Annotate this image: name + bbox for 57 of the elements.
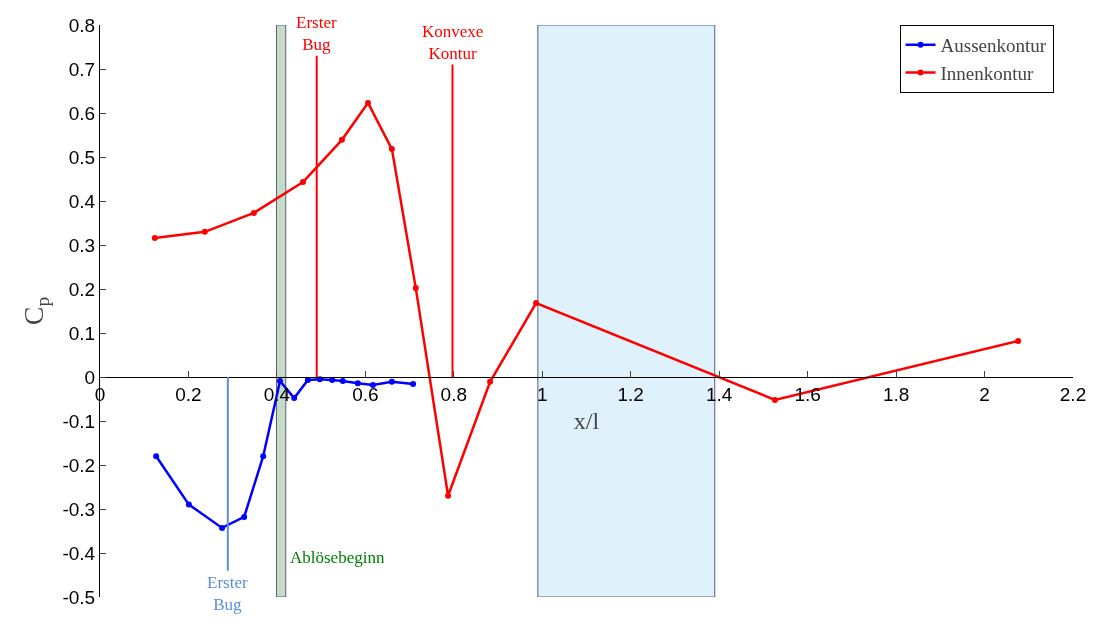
point <box>388 146 395 153</box>
y-tick-label: 0.7 <box>68 58 96 80</box>
point <box>250 209 257 216</box>
point <box>329 377 336 384</box>
x-tick-label: 2.2 <box>1059 383 1087 405</box>
x-tick-label: 0.8 <box>440 383 468 405</box>
point <box>410 381 417 388</box>
y-tick-label: 0.5 <box>68 146 96 168</box>
y-tick-label: 0 <box>84 366 96 388</box>
point <box>354 380 361 387</box>
point <box>219 524 226 531</box>
point <box>412 285 419 292</box>
y-tick-label: -0.2 <box>62 454 96 476</box>
y-tick-label: 0.2 <box>68 278 96 300</box>
point <box>185 501 192 508</box>
y-tick-label: 0.8 <box>68 14 96 36</box>
point <box>1015 337 1022 344</box>
y-tick-label: 0.3 <box>68 234 96 256</box>
annotation: Erster Bug <box>296 13 337 55</box>
point <box>153 453 160 460</box>
y-tick-label: 0.6 <box>68 102 96 124</box>
point <box>771 396 778 403</box>
x-tick-label: 2 <box>979 383 990 405</box>
point <box>533 300 540 307</box>
point <box>304 377 311 384</box>
point <box>151 234 158 241</box>
point <box>277 377 283 384</box>
point <box>339 377 346 384</box>
x-tick-label: 0.6 <box>352 383 379 405</box>
point <box>487 378 494 385</box>
y-tick-label: -0.5 <box>62 586 96 608</box>
point <box>369 381 376 388</box>
point <box>445 492 452 499</box>
annotation: Ablösebeginn <box>290 548 385 567</box>
point <box>388 378 395 385</box>
y-tick-label: 0.4 <box>68 190 96 212</box>
x-tick-label: 1.4 <box>705 383 733 405</box>
x-tick-label: 0.2 <box>175 383 202 405</box>
y-tick-label: -0.1 <box>62 410 96 432</box>
annotation: Konvexe Kontur <box>422 22 484 64</box>
y-tick-label: -0.4 <box>62 542 96 564</box>
point <box>365 99 372 106</box>
y-tick-label: 0.1 <box>68 322 96 344</box>
point <box>291 395 298 402</box>
point <box>241 513 248 520</box>
x-tick-label: 1.8 <box>882 383 910 405</box>
x-tick-label: 1.2 <box>617 383 644 405</box>
legend-label: Aussenkontur <box>940 35 1047 57</box>
annotation: Erster Bug <box>207 573 248 615</box>
point <box>300 179 306 186</box>
x-tick-label: 1 <box>536 383 548 405</box>
y-tick-label: -0.3 <box>62 498 96 520</box>
point <box>260 453 267 460</box>
point <box>338 136 345 143</box>
point <box>201 228 208 235</box>
legend-label: Innenkontur <box>940 62 1035 84</box>
x-axis-title: x/l <box>573 408 600 435</box>
